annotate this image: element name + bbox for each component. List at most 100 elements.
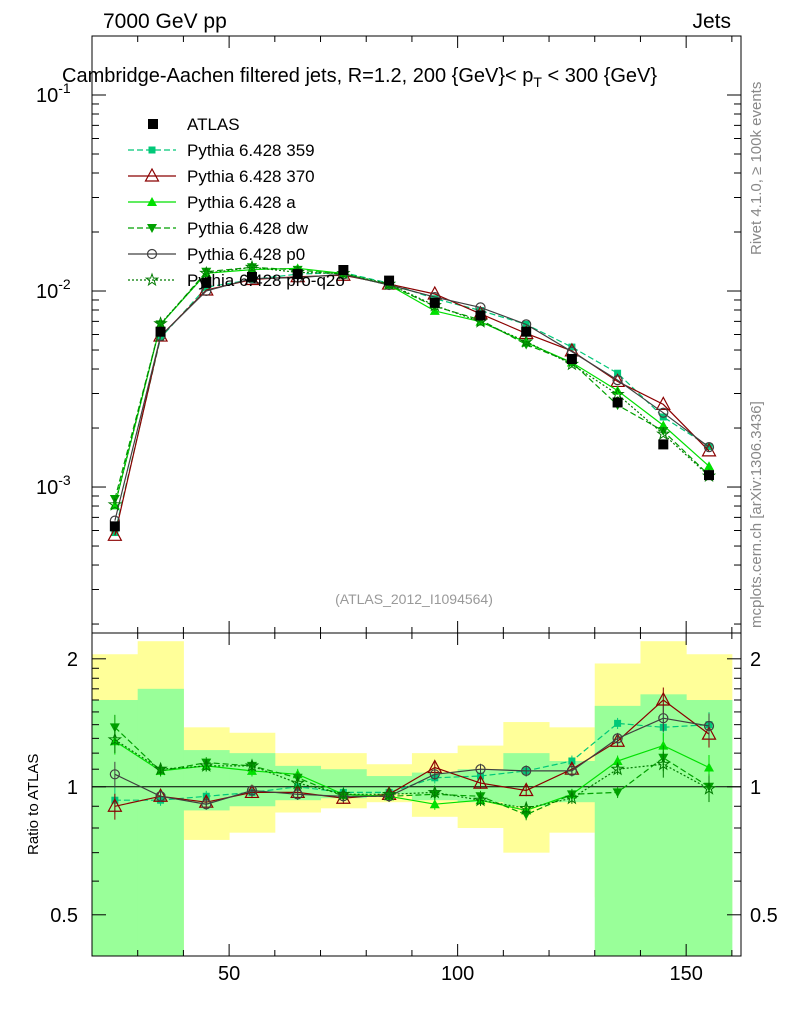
ratio-point-2-13 (704, 762, 715, 772)
legend-label-5: Pythia 6.428 pro-q2o (187, 271, 345, 290)
ratio-line-2 (114, 740, 710, 812)
atlas-point-11 (612, 397, 623, 408)
x-tick-label: 50 (218, 963, 240, 985)
atlas-point-5 (338, 265, 349, 276)
ratio-line-3 (114, 726, 710, 816)
ratio-point-4-13 (703, 720, 715, 732)
ratio-ylabel: Ratio to ATLAS (25, 754, 42, 855)
main-line-2 (114, 267, 710, 506)
atlas-uncertainty-bands (92, 641, 733, 956)
main-point-5-11 (610, 386, 625, 401)
ratio-point-5-0 (107, 732, 123, 746)
ratio-point-5-4 (290, 775, 305, 790)
legend-marker-atlas (148, 119, 158, 129)
ratio-point-1-9 (518, 782, 534, 797)
ratio-point-5-12 (656, 756, 671, 771)
main-line-4 (114, 273, 710, 521)
ratio-line-1 (114, 699, 710, 807)
band-stat-6 (366, 776, 413, 795)
mcplots-label: mcplots.cern.ch [arXiv:1306.3436] (748, 401, 765, 628)
ratio-point-5-3 (244, 758, 260, 772)
plot-title: Cambridge-Aachen filtered jets, R=1.2, 2… (62, 65, 657, 90)
legend-label-2: Pythia 6.428 a (187, 193, 296, 212)
legend: ATLAS Pythia 6.428 359 Pythia 6.428 370 Pyt… (128, 115, 345, 290)
atlas-point-0 (109, 521, 120, 532)
legend-label-3: Pythia 6.428 dw (187, 219, 309, 238)
atlas-point-10 (566, 353, 577, 364)
main-point-4-12 (658, 407, 669, 418)
x-tick-label: 100 (441, 963, 474, 985)
header-right: Jets (692, 10, 731, 33)
rivet-label: Rivet 4.1.0, ≥ 100k events (748, 82, 765, 255)
ratio-y-tick-label-right: 1 (750, 777, 761, 799)
atlas-point-9 (521, 326, 532, 337)
main-point-5-1 (153, 316, 168, 330)
axis-ticks: 50 100 150 10-1 10-2 10-3 0.5 0.5 1 1 2 2 (36, 35, 778, 985)
ratio-point-1-12 (655, 691, 671, 706)
main-point-0-0 (111, 529, 119, 537)
ratio-point-5-7 (427, 784, 442, 799)
ratio-point-4-2 (201, 799, 212, 810)
main-point-5-3 (244, 259, 260, 274)
legend-marker-2 (147, 197, 157, 206)
ratio-point-4-9 (521, 765, 532, 776)
ratio-point-2-12 (658, 740, 669, 750)
legend-marker-0 (148, 146, 156, 154)
atlas-point-3 (246, 271, 257, 282)
ratio-point-0-11 (614, 719, 622, 727)
main-point-1-12 (655, 396, 671, 410)
y-tick-label: 10-2 (36, 276, 71, 303)
band-stat-9 (503, 753, 550, 807)
ratio-point-5-5 (336, 786, 351, 801)
ratio-point-4-1 (155, 791, 166, 802)
ratio-point-4-8 (475, 764, 486, 775)
ratio-point-5-2 (199, 758, 214, 772)
legend-marker-1 (144, 167, 160, 182)
atlas-point-4 (292, 269, 303, 280)
ratio-line-4 (114, 717, 710, 805)
ratio-point-2-11 (612, 755, 623, 765)
ratio-point-4-7 (429, 769, 440, 780)
ratio-y-tick-label: 0.5 (50, 905, 78, 927)
main-point-5-12 (656, 426, 671, 441)
mc-curves (107, 259, 717, 821)
main-point-4-13 (703, 441, 715, 453)
x-tick-label: 150 (669, 963, 702, 985)
ratio-y-tick-label-right: 0.5 (750, 905, 778, 927)
ratio-point-5-10 (564, 790, 580, 805)
main-point-5-2 (199, 265, 214, 280)
legend-marker-4 (146, 248, 158, 260)
atlas-point-7 (429, 297, 440, 308)
ratio-point-5-13 (701, 781, 717, 795)
atlas-point-12 (658, 439, 669, 450)
atlas-point-13 (704, 470, 715, 481)
main-point-5-0 (107, 497, 123, 511)
atlas-point-2 (201, 277, 212, 288)
analysis-id: (ATLAS_2012_I1094564) (335, 591, 493, 607)
y-tick-label: 10-1 (36, 80, 71, 107)
main-point-3-12 (658, 427, 669, 437)
ratio-point-2-7 (429, 799, 440, 809)
main-point-4-11 (612, 375, 623, 386)
main-point-2-13 (704, 461, 715, 471)
ratio-y-tick-label: 1 (67, 777, 78, 799)
ratio-point-4-3 (246, 785, 258, 796)
atlas-point-6 (384, 275, 395, 286)
ratio-y-tick-label: 2 (67, 649, 78, 671)
legend-label-0: Pythia 6.428 359 (187, 141, 315, 160)
ratio-point-5-8 (473, 792, 488, 807)
main-point-3-2 (201, 267, 212, 277)
band-stat-11 (594, 705, 641, 956)
ratio-frame (91, 632, 742, 957)
ratio-point-5-1 (153, 761, 168, 776)
ratio-point-4-11 (612, 733, 623, 744)
main-line-3 (114, 266, 710, 500)
legend-label-4: Pythia 6.428 p0 (187, 245, 305, 264)
atlas-point-1 (155, 326, 166, 337)
ratio-line-5 (114, 739, 710, 809)
ratio-point-4-4 (292, 789, 303, 800)
ratio-point-5-6 (381, 786, 397, 801)
legend-label-atlas: ATLAS (187, 115, 240, 134)
legend-label-1: Pythia 6.428 370 (187, 167, 315, 186)
